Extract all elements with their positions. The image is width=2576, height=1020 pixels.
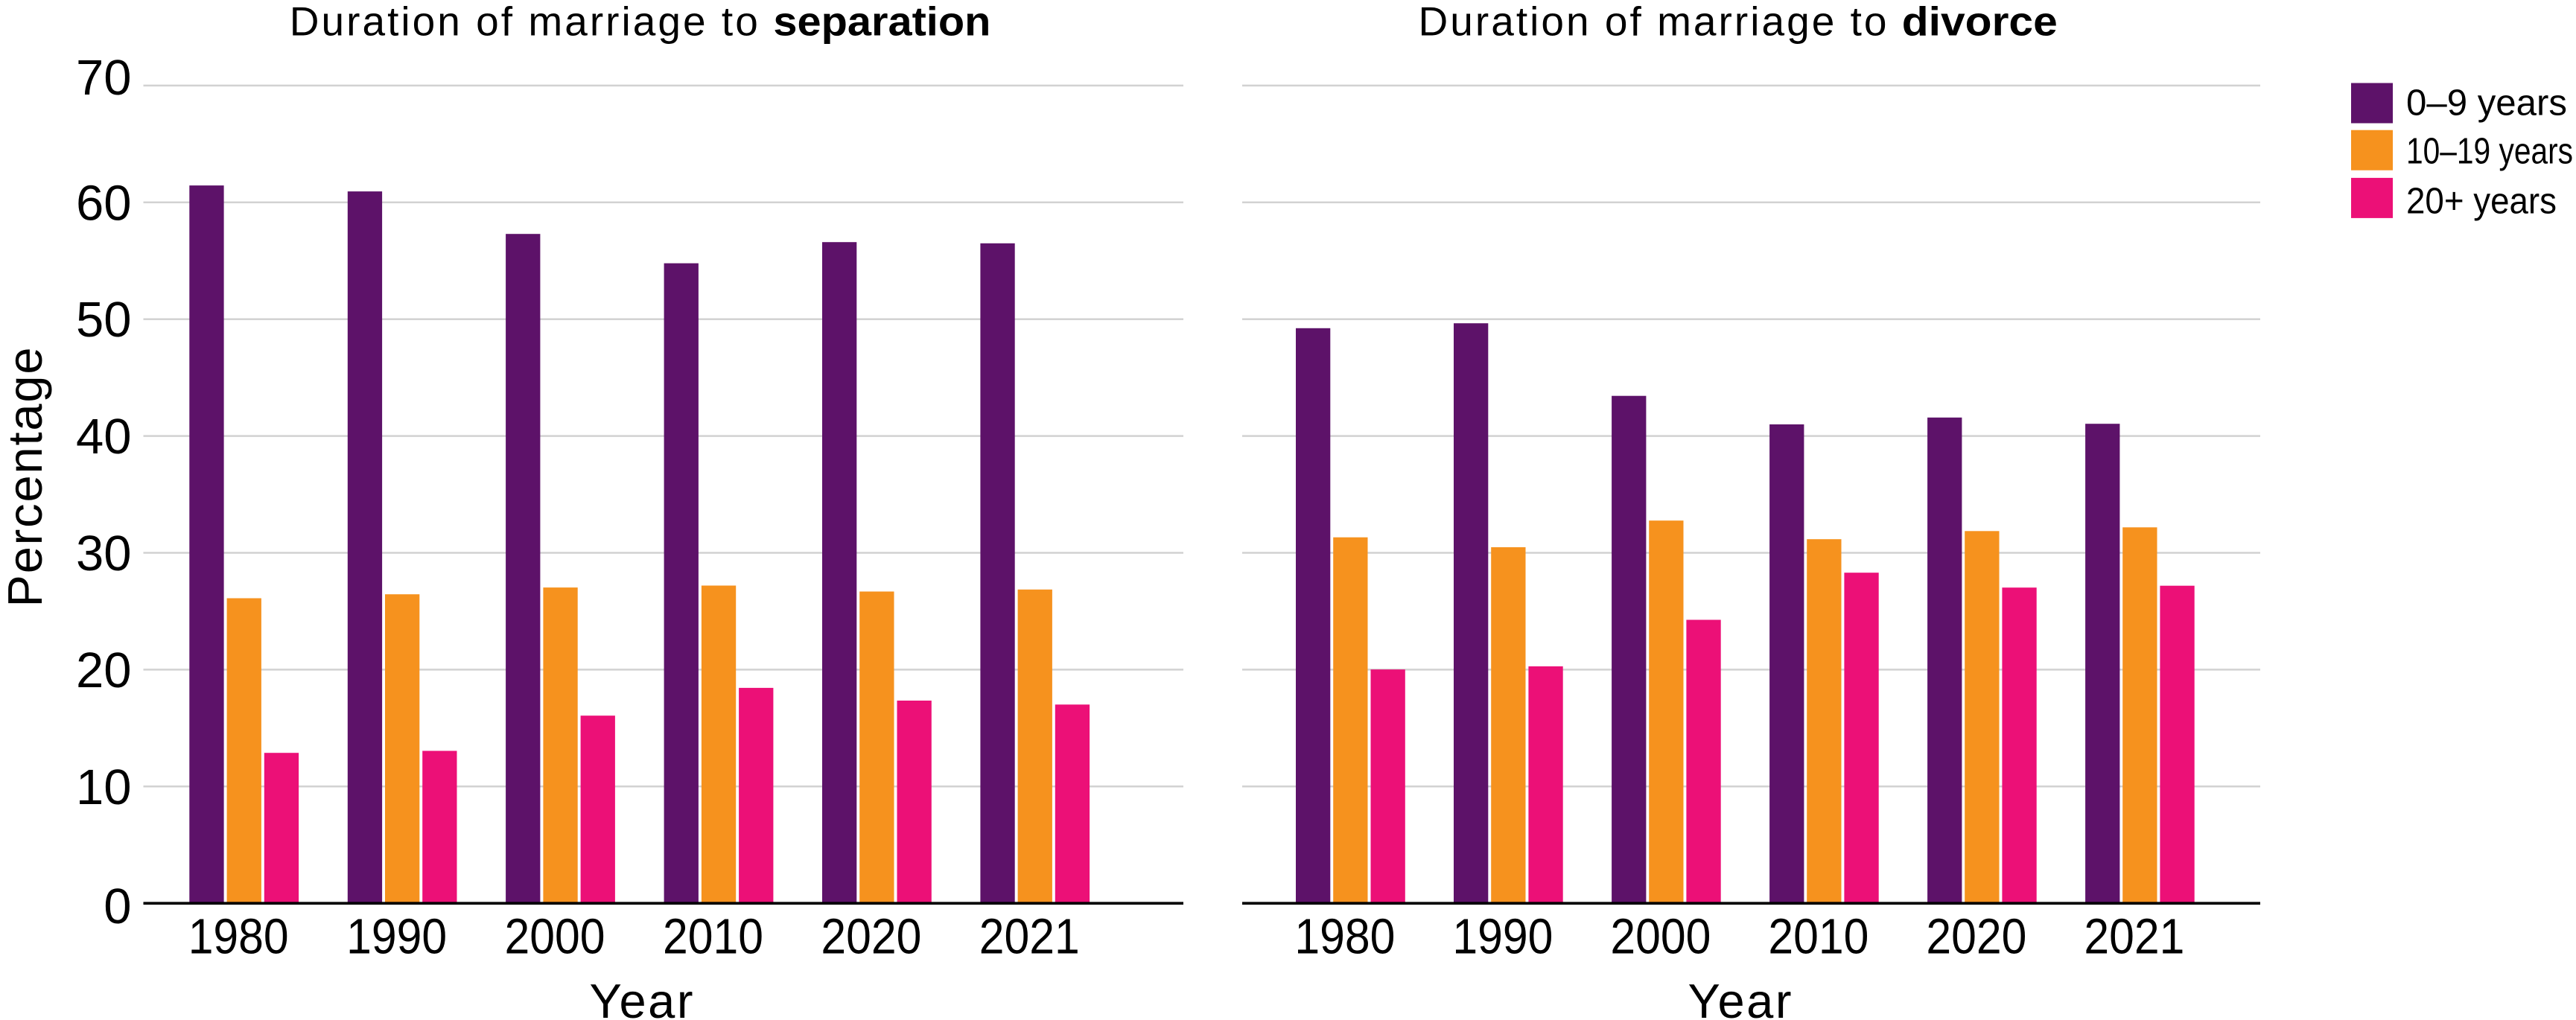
svg-text:divorce: divorce [1902,0,2058,44]
svg-text:1990: 1990 [346,909,447,965]
svg-text:2020: 2020 [1926,909,2026,965]
svg-text:1990: 1990 [1452,909,1553,965]
svg-text:40: 40 [76,409,132,465]
svg-text:Year: Year [590,974,693,1020]
svg-text:0: 0 [104,879,131,934]
svg-text:20+ years: 20+ years [2406,181,2557,221]
svg-text:2021: 2021 [2084,909,2184,965]
svg-text:Year: Year [1688,974,1792,1020]
svg-text:10–19 years: 10–19 years [2406,132,2573,172]
svg-text:Percentage: Percentage [0,348,52,608]
svg-text:30: 30 [76,526,132,581]
svg-text:60: 60 [76,175,132,231]
svg-text:separation: separation [773,0,990,44]
svg-text:0–9 years: 0–9 years [2406,83,2567,124]
svg-text:2020: 2020 [821,909,921,965]
svg-text:Duration of marriage to: Duration of marriage to [1419,0,1887,44]
svg-text:2021: 2021 [979,909,1080,965]
svg-text:2010: 2010 [1768,909,1869,965]
svg-text:70: 70 [76,50,132,106]
svg-text:10: 10 [76,759,132,815]
svg-text:2000: 2000 [505,909,605,965]
svg-text:1980: 1980 [1294,909,1395,965]
svg-text:2010: 2010 [663,909,763,965]
svg-text:2000: 2000 [1610,909,1711,965]
svg-text:50: 50 [76,292,132,348]
svg-text:1980: 1980 [188,909,289,965]
svg-text:20: 20 [76,643,132,698]
svg-text:Duration of marriage to: Duration of marriage to [290,0,758,44]
